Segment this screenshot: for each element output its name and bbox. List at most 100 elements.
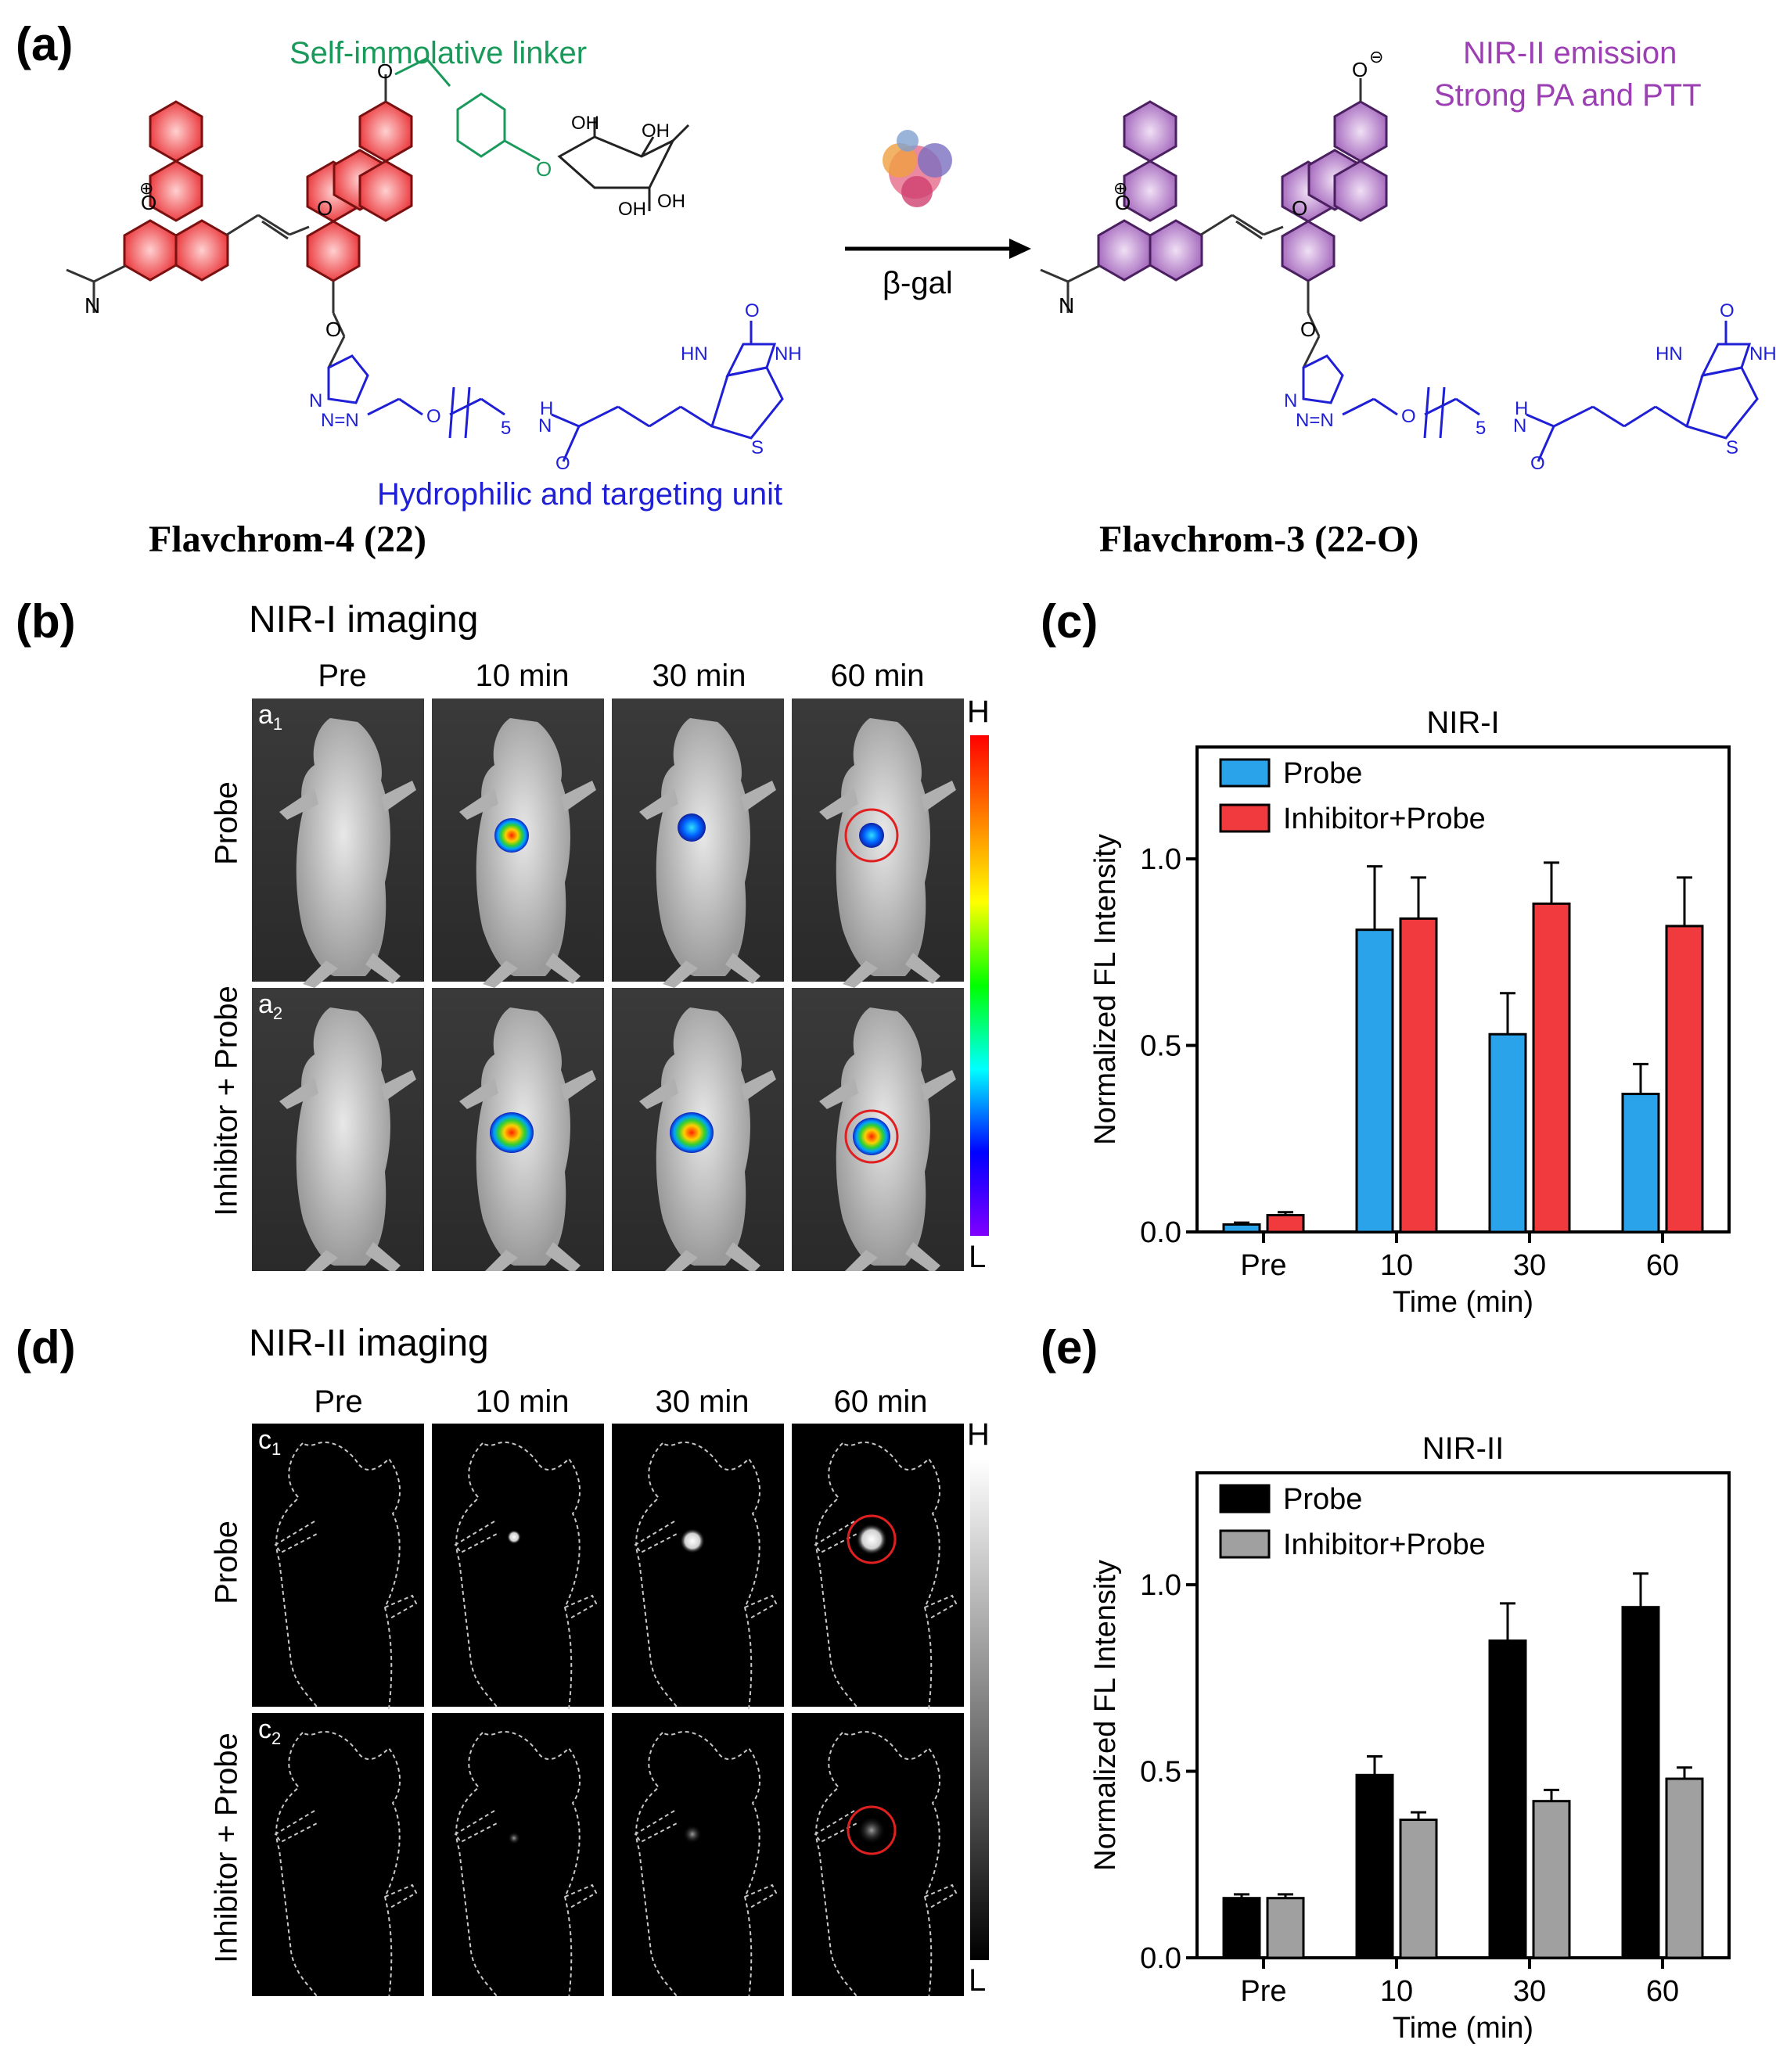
nir1-ytick-label: 1.0 [1140,843,1181,876]
svg-text:5: 5 [501,418,511,439]
emission-label-2: Strong PA and PTT [1434,78,1702,113]
nir2-corner-1-sub: 1 [271,1438,282,1459]
nir2-probe-10 [432,1424,604,1710]
nir2-imaging-title: NIR-II imaging [249,1323,489,1364]
nir2-bar-probe-Pre [1222,1897,1261,1959]
nir1-scale-low: L [969,1240,987,1274]
nir1-bar-probe-Pre [1222,1223,1261,1234]
compound-right-name: Flavchrom-3 (22-O) [1099,519,1419,560]
galactose-ring [557,117,690,211]
nir1-xtick-label: 10 [1380,1249,1413,1282]
svg-text:N: N [1284,390,1297,411]
left-fluorophore [123,100,413,282]
nir2-row-inhibitor: Inhibitor + Probe [209,1733,244,1963]
left-targeting-unit [327,321,784,462]
nir1-bar-chart: NIR-I 0.0 0.5 1.0 Normalized FL Intensity Pre… [1089,706,1731,1319]
nir1-inhibitor-30 [612,988,784,1271]
nir2-bar-probe-30 [1488,1639,1527,1959]
svg-text:HN: HN [1656,343,1683,364]
nir1-bar-inhibitor-10 [1399,917,1438,1234]
nir2-ytick-label: 1.0 [1140,1569,1181,1602]
nir2-inhibitor-10 [432,1713,604,1996]
svg-text:O: O [1115,191,1131,214]
nir1-time-30: 30 min [652,659,746,693]
nir2-bar-probe-60 [1621,1606,1660,1959]
nir2-legend-swatch-0 [1219,1484,1271,1514]
nir1-inhibitor-10 [432,988,604,1271]
nir1-corner-2-sub: 2 [272,1003,283,1023]
svg-text:NH: NH [775,343,802,364]
nir2-bar-inhibitor-10 [1399,1819,1438,1959]
svg-text:O: O [1300,318,1316,341]
nir1-xtick-label: 30 [1513,1249,1546,1282]
nir1-bar-inhibitor-60 [1665,925,1704,1234]
nir1-bar-inhibitor-Pre [1266,1214,1305,1234]
nir1-y-axis-label: Normalized FL Intensity [1089,834,1122,1145]
nir1-legend-swatch-0 [1219,758,1271,788]
nir2-bar-chart: NIR-II 0.0 0.5 1.0 Normalized FL Intensity Pr… [1089,1431,1731,2045]
svg-text:OH: OH [571,113,599,134]
nir1-corner-2: a [258,989,273,1019]
nir1-probe-60 [792,698,964,988]
svg-text:O: O [426,406,441,427]
emission-label-1: NIR-II emission [1463,36,1677,70]
nir1-xtick-label: Pre [1240,1249,1286,1282]
svg-text:N: N [309,390,322,411]
svg-text:N=N: N=N [1296,410,1334,431]
svg-text:O: O [1401,406,1416,427]
nir1-time-pre: Pre [318,659,367,693]
nir2-corner-1: c [258,1425,271,1455]
nir2-bar-inhibitor-Pre [1266,1897,1305,1959]
svg-text:HN: HN [681,343,708,364]
nir2-chart-title: NIR-II [1422,1431,1504,1466]
compound-left-name: Flavchrom-4 (22) [149,519,427,560]
nir1-probe-10 [432,698,604,988]
nir2-xtick-label: Pre [1240,1975,1286,2008]
svg-text:O: O [536,157,552,181]
nir1-probe-pre [252,698,424,988]
nir2-ytick-label: 0.5 [1140,1756,1181,1789]
svg-text:N: N [538,415,552,436]
nir1-imaging-title: NIR-I imaging [249,599,479,641]
nir2-bar-inhibitor-30 [1532,1800,1571,1959]
nir2-corner-2: c [258,1715,271,1744]
nir1-color-scale-bar [970,735,989,1236]
svg-text:O: O [745,300,760,321]
nir1-time-60: 60 min [830,659,925,693]
right-targeting-unit [1302,321,1759,462]
nir1-inhibitor-pre [252,988,424,1271]
targeting-unit-label: Hydrophilic and targeting unit [377,477,783,512]
nir2-time-10: 10 min [475,1384,570,1419]
nir1-ytick-label: 0.0 [1140,1216,1181,1249]
svg-text:O: O [317,196,333,220]
svg-text:O: O [1530,453,1545,474]
nir2-probe-pre [252,1424,424,1710]
nir2-ytick-label: 0.0 [1140,1942,1181,1975]
beta-gal-enzyme-icon [883,130,952,207]
nir2-xtick-label: 30 [1513,1975,1546,2008]
svg-text:O: O [1292,196,1307,220]
nir2-inhibitor-pre [252,1713,424,1996]
nir1-image-grid [252,698,964,1271]
nir2-probe-60 [792,1424,964,1710]
svg-text:O: O [555,453,570,474]
svg-text:OH: OH [657,191,685,212]
nir2-gray-scale-bar [970,1460,989,1960]
panel-c-label: (c) [1041,595,1098,648]
nir1-chart-title: NIR-I [1426,706,1499,740]
panel-a-label: (a) [16,18,74,70]
svg-text:O: O [141,191,156,214]
nir1-inhibitor-60 [792,988,964,1271]
nir1-legend-swatch-1 [1219,803,1271,833]
svg-text:S: S [1726,437,1738,458]
reaction-arrow [845,130,1031,259]
svg-text:O: O [325,318,341,341]
nir2-row-probe: Probe [209,1521,244,1604]
nir1-plot-frame [1195,745,1731,1234]
linker-label: Self-immolative linker [289,36,588,70]
svg-text:O: O [1720,300,1735,321]
svg-text:N: N [84,293,100,318]
svg-text:S: S [751,437,764,458]
nir1-corner-1-sub: 1 [272,713,283,734]
svg-text:O: O [377,59,393,83]
